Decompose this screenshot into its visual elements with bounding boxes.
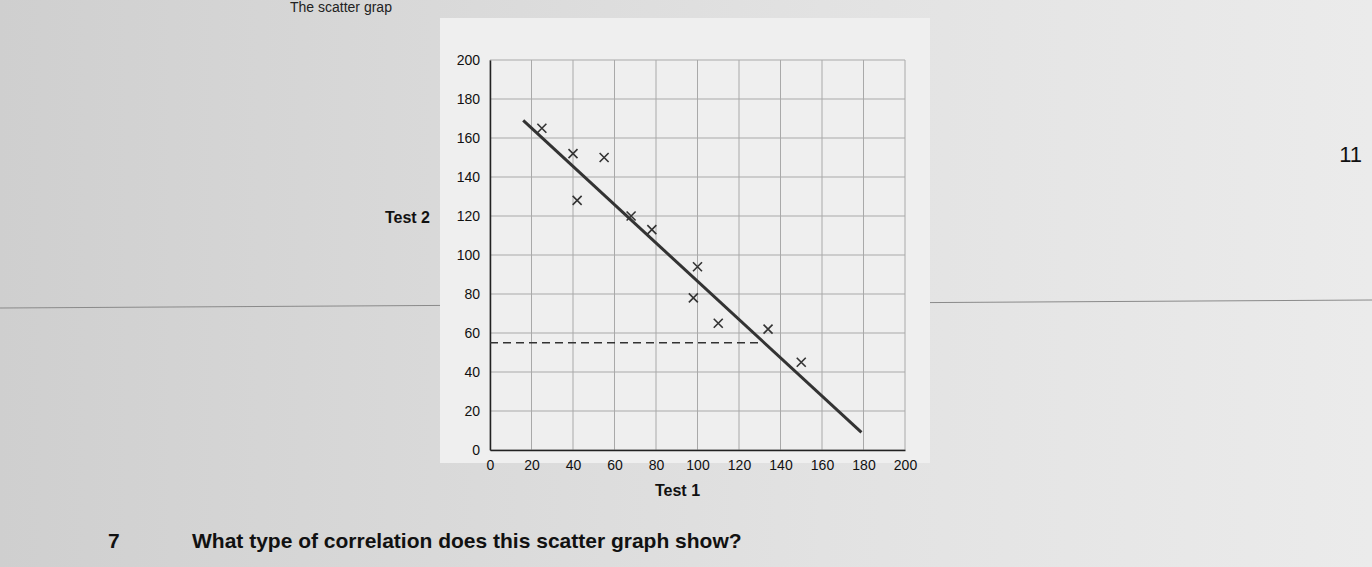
- y-tick: 0: [472, 442, 490, 458]
- point: [537, 124, 546, 133]
- y-axis-title: Test 2: [385, 209, 430, 226]
- y-tick: 20: [464, 403, 490, 419]
- x-tick-label: 60: [607, 457, 623, 473]
- x-tick-label: 20: [524, 457, 540, 473]
- y-tick: 120: [457, 208, 490, 224]
- question: What type of correlation does this scatt…: [192, 529, 742, 552]
- reading-line: [490, 342, 760, 344]
- point: [569, 149, 578, 158]
- x-tick-label: 140: [769, 457, 793, 473]
- y-tick-label: 120: [457, 208, 481, 224]
- x-axis-line: [491, 450, 906, 452]
- y-tick-label: 80: [464, 286, 480, 302]
- x-tick-label: 160: [811, 457, 835, 473]
- x-tick-label: 40: [566, 457, 582, 473]
- x-tick: 80: [649, 450, 665, 473]
- y-grid-line: [490, 372, 905, 373]
- x-tick-label: 80: [649, 457, 665, 473]
- x-tick-label: 180: [852, 457, 876, 473]
- y-tick-label: 40: [464, 364, 480, 380]
- x-tick-label: 100: [686, 457, 710, 473]
- y-axis-line: [490, 61, 492, 451]
- grid: [490, 60, 905, 450]
- paper: [440, 18, 930, 463]
- y-tick: 60: [464, 325, 490, 341]
- y-tick: 200: [457, 52, 490, 68]
- x-tick: 140: [769, 450, 793, 473]
- x-tick: 120: [728, 450, 752, 473]
- point: [797, 358, 806, 367]
- x-tick: 60: [607, 450, 623, 473]
- y-tick: 160: [457, 130, 490, 146]
- page-number: 11: [1339, 142, 1362, 167]
- point: [647, 225, 656, 234]
- y-grid-line: [490, 450, 905, 451]
- point: [689, 293, 698, 302]
- chart: 0 20 40 60 80 100 120 140 160 180 200 0 20 40 60 80 100 1…: [385, 52, 917, 499]
- page: The scatter grap 11 7 What type of correlat…: [0, 0, 1372, 567]
- point: [600, 153, 609, 162]
- y-tick-label: 20: [464, 403, 480, 419]
- x-axis-title: Test 1: [655, 482, 700, 499]
- plot-area: [490, 120, 861, 432]
- background: [0, 0, 1372, 567]
- point: [627, 212, 636, 221]
- y-tick: 80: [464, 286, 490, 302]
- x-tick: 100: [686, 450, 710, 473]
- y-grid-line: [490, 333, 905, 334]
- y-tick: 180: [457, 91, 490, 107]
- y-grid-line: [490, 177, 905, 178]
- y-grid-line: [490, 411, 905, 412]
- question-number: 7: [108, 529, 120, 552]
- x-axis: 0 20 40 60 80 100 120 140 160 180 200: [487, 450, 918, 473]
- y-grid-line: [490, 216, 905, 217]
- y-tick: 140: [457, 169, 490, 185]
- x-tick: 200: [894, 450, 918, 473]
- x-tick-label: 0: [487, 457, 495, 473]
- x-tick-label: 120: [728, 457, 752, 473]
- y-tick: 40: [464, 364, 490, 380]
- y-grid-line: [490, 138, 905, 139]
- y-tick-label: 0: [472, 442, 480, 458]
- y-tick: 100: [457, 247, 490, 263]
- x-tick: 20: [524, 450, 540, 473]
- y-grid-line: [490, 255, 905, 256]
- y-tick-label: 60: [464, 325, 480, 341]
- y-tick-label: 160: [457, 130, 481, 146]
- y-tick-label: 140: [457, 169, 481, 185]
- x-grid-line: [490, 60, 491, 450]
- best-fit-line: [523, 120, 861, 432]
- y-tick-label: 100: [457, 247, 481, 263]
- point: [573, 196, 582, 205]
- x-tick: 0: [487, 450, 495, 473]
- y-grid-line: [490, 99, 905, 100]
- point: [693, 262, 702, 271]
- x-tick-label: 200: [894, 457, 918, 473]
- y-tick-label: 200: [457, 52, 481, 68]
- y-axis: 0 20 40 60 80 100 120 140 160 180 200: [457, 52, 491, 458]
- point: [764, 325, 773, 334]
- y-grid-line: [490, 60, 905, 61]
- points: [537, 124, 805, 367]
- x-tick: 160: [811, 450, 835, 473]
- x-tick: 180: [852, 450, 876, 473]
- y-tick-label: 180: [457, 91, 481, 107]
- point: [714, 319, 723, 328]
- x-tick: 40: [566, 450, 582, 473]
- header: The scatter grap: [290, 0, 392, 15]
